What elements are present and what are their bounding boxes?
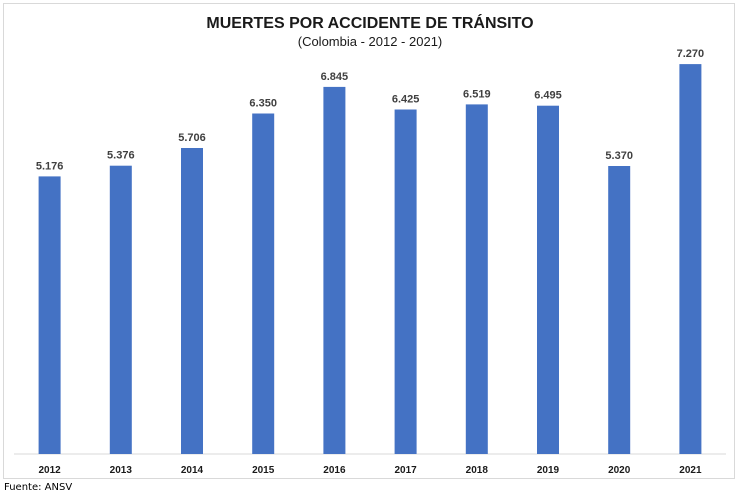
data-label-2014: 5.706	[178, 132, 206, 144]
x-tick-2017: 2017	[394, 465, 417, 476]
x-tick-2021: 2021	[679, 465, 702, 476]
x-tick-2012: 2012	[38, 465, 61, 476]
bar-2019	[537, 105, 559, 454]
x-tick-2019: 2019	[537, 465, 560, 476]
x-tick-2014: 2014	[181, 465, 204, 476]
x-tick-2016: 2016	[323, 465, 346, 476]
x-tick-2013: 2013	[110, 465, 133, 476]
data-label-2018: 6.519	[463, 88, 491, 100]
data-label-2012: 5.176	[36, 160, 64, 172]
bar-2014	[181, 148, 203, 454]
data-label-2015: 6.350	[249, 98, 277, 110]
source-note: Fuente: ANSV	[4, 482, 73, 493]
data-label-2016: 6.845	[321, 71, 349, 83]
bar-2016	[323, 86, 346, 455]
bar-2013	[109, 165, 132, 454]
bar-chart: MUERTES POR ACCIDENTE DE TRÁNSITO (Colom…	[14, 13, 726, 476]
bar-labels-group: 5.176 5.376 5.706 6.350 6.845 6.425 6.519 6.495…	[36, 48, 704, 172]
bar-2018	[465, 104, 488, 455]
bar-2012	[38, 176, 61, 454]
x-tick-2018: 2018	[466, 465, 489, 476]
data-label-2017: 6.425	[392, 94, 420, 106]
chart-subtitle: (Colombia - 2012 - 2021)	[298, 34, 443, 49]
chart-frame: MUERTES POR ACCIDENTE DE TRÁNSITO (Colom…	[3, 3, 735, 479]
data-label-2020: 5.370	[605, 150, 633, 162]
data-label-2013: 5.376	[107, 150, 135, 162]
bar-2015	[252, 113, 275, 454]
bar-2017	[394, 109, 417, 454]
data-label-2021: 7.270	[677, 48, 705, 60]
x-tick-labels: 2012 2013 2014 2015 2016 2017 2018 2019 2020 2021	[38, 465, 701, 476]
data-label-2019: 6.495	[534, 90, 562, 102]
x-tick-2020: 2020	[608, 465, 631, 476]
bars-group	[38, 64, 702, 455]
x-tick-2015: 2015	[252, 465, 275, 476]
bar-2021	[679, 64, 702, 454]
bar-2020	[608, 166, 631, 454]
chart-title: MUERTES POR ACCIDENTE DE TRÁNSITO	[206, 13, 533, 32]
